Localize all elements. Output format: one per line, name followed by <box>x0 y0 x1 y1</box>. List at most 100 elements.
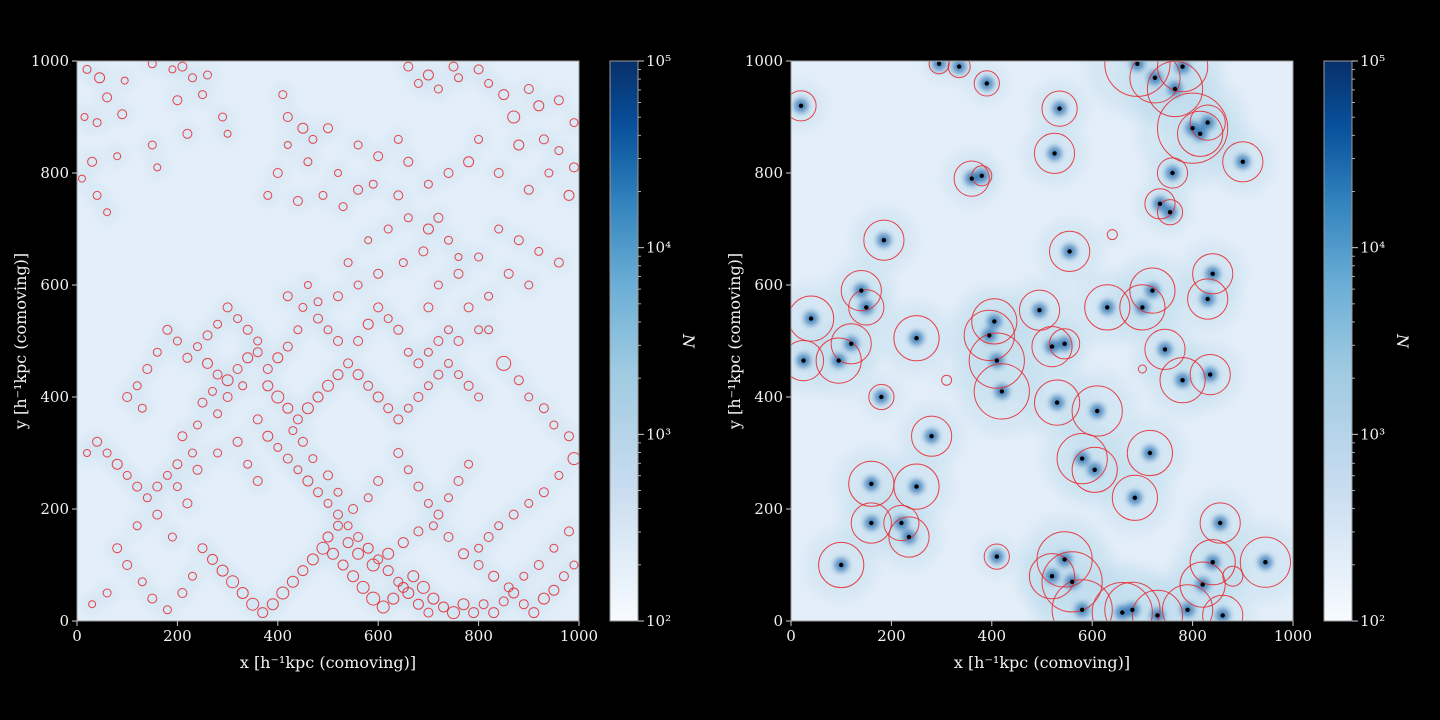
density-blob <box>107 538 128 559</box>
halo-circle <box>403 403 413 413</box>
halo-circle <box>474 325 484 335</box>
halo-circle <box>132 481 143 492</box>
density-blob <box>478 286 499 307</box>
halo-center-point <box>1130 607 1135 612</box>
halo-circle <box>488 607 500 619</box>
halo-circle <box>308 454 318 464</box>
halo-circle <box>83 449 91 457</box>
halo-circle <box>364 236 373 245</box>
left-y-axis-label: y [h⁻¹kpc (comoving)] <box>11 253 30 430</box>
density-blob <box>398 61 419 77</box>
halo-circle <box>368 179 378 189</box>
density-blob <box>528 95 549 116</box>
halo-center-point <box>914 484 919 489</box>
halo-circle <box>1144 328 1186 370</box>
halo-circle <box>848 289 885 326</box>
halo-circle <box>122 560 133 570</box>
halo-circle <box>242 352 254 364</box>
halo-circle <box>503 268 514 279</box>
density-blob <box>508 370 529 391</box>
left-colorbar-label: N <box>679 333 698 349</box>
halo-circle <box>301 402 314 415</box>
halo-circle <box>427 592 440 605</box>
halo-circle <box>353 184 364 195</box>
halo-circle <box>252 347 263 358</box>
halo-center-point <box>1049 574 1055 579</box>
halo-circle <box>493 168 504 178</box>
halo-circle <box>303 281 312 289</box>
density-blob <box>247 409 268 430</box>
halo-center-point <box>1180 378 1185 383</box>
density-blob <box>363 174 384 195</box>
halo-circle <box>524 498 534 508</box>
halo-circle <box>423 498 433 508</box>
halo-circle <box>1104 581 1161 621</box>
density-blob <box>277 135 298 155</box>
halo-center-point <box>1167 210 1173 215</box>
halo-circle <box>1177 110 1224 157</box>
halo-circle <box>302 475 314 487</box>
halo-center-point <box>999 389 1005 394</box>
right-colorbar <box>1323 60 1353 622</box>
halo-circle <box>246 597 260 611</box>
density-blob <box>127 515 148 536</box>
halo-center-point <box>1140 305 1145 310</box>
y-tick-label: 200 <box>40 500 69 518</box>
halo-circle <box>444 235 453 245</box>
density-blob <box>172 583 193 603</box>
halo-center-point <box>992 319 997 324</box>
halo-circle <box>393 414 404 425</box>
halo-circle <box>507 110 521 124</box>
halo-circle <box>418 246 429 257</box>
colorbar-tick-label: 10⁵ <box>1360 52 1385 70</box>
density-blob <box>428 207 449 228</box>
halo-center-point <box>1172 86 1178 92</box>
density-blob <box>297 275 318 295</box>
density-blob <box>328 482 349 503</box>
halo-circle <box>397 581 409 593</box>
halo-circle <box>333 509 343 520</box>
density-blob <box>177 123 198 144</box>
halo-circle <box>398 258 408 268</box>
halo-circle <box>1157 92 1229 164</box>
halo-center-point <box>839 562 844 568</box>
density-blob <box>217 297 238 318</box>
density-blob <box>548 140 569 161</box>
halo-circle <box>941 374 953 386</box>
density-blob <box>388 129 409 150</box>
halo-circle <box>102 92 113 103</box>
halo-circle <box>523 184 534 195</box>
halo-circle <box>433 212 444 223</box>
density-blob <box>498 577 519 598</box>
density-blob <box>302 448 323 469</box>
halo-center-point <box>899 520 904 526</box>
density-blob <box>307 291 328 312</box>
density-blob <box>428 275 449 295</box>
colorbar-tick-label: 10² <box>1360 612 1385 630</box>
halo-circle <box>197 397 208 408</box>
halo-center-point <box>869 481 874 486</box>
density-blob <box>558 426 579 447</box>
halo-circle <box>82 64 92 74</box>
halo-circle <box>353 532 364 542</box>
density-blob <box>312 185 333 206</box>
halo-circle <box>983 543 1010 570</box>
halo-circle <box>513 375 524 386</box>
density-blob <box>368 471 389 491</box>
right-plot-frame <box>790 60 1294 622</box>
density-blob <box>177 347 198 368</box>
halo-center-point <box>1147 450 1153 456</box>
halo-circle <box>147 140 157 150</box>
halo-circle <box>1129 61 1181 104</box>
density-blob <box>498 263 519 284</box>
density-blob <box>513 566 534 587</box>
density-blob <box>82 151 103 172</box>
halo-center-point <box>1052 151 1057 156</box>
halo-circle <box>533 100 545 112</box>
halo-circle <box>177 431 188 442</box>
density-blob <box>282 420 303 441</box>
density-blob <box>87 112 108 133</box>
halo-circle <box>549 420 559 430</box>
halo-circle <box>373 476 384 486</box>
halo-center-point <box>1240 159 1246 164</box>
